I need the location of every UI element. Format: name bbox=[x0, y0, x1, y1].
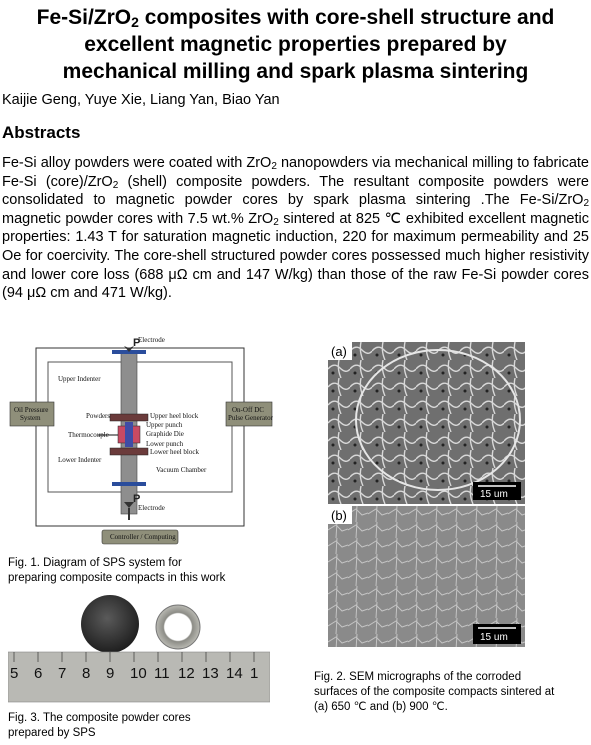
ruler-number: 11 bbox=[154, 665, 170, 682]
ruler-number: 1 bbox=[250, 665, 258, 682]
label-p-bottom: P bbox=[133, 493, 140, 505]
ruler-number: 10 bbox=[130, 665, 147, 682]
ruler-number: 6 bbox=[34, 665, 42, 682]
authors: Kaijie Geng, Yuye Xie, Liang Yan, Biao Y… bbox=[2, 92, 280, 108]
ruler-number: 7 bbox=[58, 665, 66, 682]
label-lower-punch: Lower punch bbox=[146, 440, 184, 448]
sem-b-scale: 15 um bbox=[480, 632, 508, 643]
ruler-number: 9 bbox=[106, 665, 114, 682]
sem-a-scale: 15 um bbox=[480, 489, 508, 500]
compact-photo: 5 6 7 8 9 10 11 12 13 14 1 bbox=[7, 594, 271, 704]
label-oil-2: System bbox=[20, 414, 41, 422]
title-line-2: excellent magnetic properties prepared b… bbox=[84, 33, 507, 56]
fig2-caption: Fig. 2. SEM micrographs of the corroded … bbox=[314, 671, 555, 713]
ruler-number: 13 bbox=[202, 665, 219, 682]
ruler bbox=[7, 651, 271, 703]
label-dc-2: Pulse Generator bbox=[228, 414, 274, 422]
sps-diagram: Electrode Electrode P P Upper Indenter L… bbox=[6, 334, 274, 550]
ruler-number: 12 bbox=[178, 665, 195, 682]
ruler-number: 5 bbox=[10, 665, 18, 682]
label-electrode-bottom: Electrode bbox=[138, 504, 165, 512]
label-dc-1: On-Off DC bbox=[232, 406, 264, 414]
label-upper-heel: Upper heel block bbox=[150, 412, 199, 420]
label-electrode-top: Electrode bbox=[138, 336, 165, 344]
fig3-caption: Fig. 3. The composite powder cores prepa… bbox=[8, 712, 191, 739]
fig1-caption: Fig. 1. Diagram of SPS system for prepar… bbox=[8, 557, 226, 584]
section-heading: Abstracts bbox=[2, 123, 81, 142]
ring-compact bbox=[155, 604, 201, 650]
label-lower-heel: Lower heel block bbox=[150, 448, 199, 456]
disc-compact bbox=[81, 595, 139, 653]
label-powders: Powders bbox=[86, 412, 110, 420]
sem-image-b: (b) 15 um bbox=[328, 506, 525, 647]
label-thermocouple: Thermocouple bbox=[68, 431, 109, 439]
title-line-1: Fe-Si/ZrO2 composites with core-shell st… bbox=[36, 6, 555, 30]
label-lower-indenter: Lower Indenter bbox=[58, 456, 102, 464]
label-upper-indenter: Upper Indenter bbox=[58, 375, 101, 383]
label-upper-punch: Upper punch bbox=[146, 421, 183, 429]
ruler-number: 8 bbox=[82, 665, 90, 682]
sem-b-label: (b) bbox=[331, 508, 347, 523]
label-controller: Controller / Computing bbox=[110, 533, 176, 541]
label-graphite-die: Graphide Die bbox=[146, 430, 184, 438]
label-vacuum: Vacuum Chamber bbox=[156, 466, 207, 474]
label-p-top: P bbox=[133, 337, 140, 349]
title-line-3: mechanical milling and spark plasma sint… bbox=[62, 60, 529, 83]
ruler-number: 14 bbox=[226, 665, 243, 682]
abstract-text: Fe-Si alloy powders were coated with ZrO… bbox=[2, 155, 589, 302]
label-oil-1: Oil Pressure bbox=[14, 406, 48, 414]
paper-title: Fe-Si/ZrO2 composites with core-shell st… bbox=[0, 4, 591, 85]
sem-a-label: (a) bbox=[331, 344, 347, 359]
sem-image-a: (a) 15 um bbox=[328, 342, 525, 504]
